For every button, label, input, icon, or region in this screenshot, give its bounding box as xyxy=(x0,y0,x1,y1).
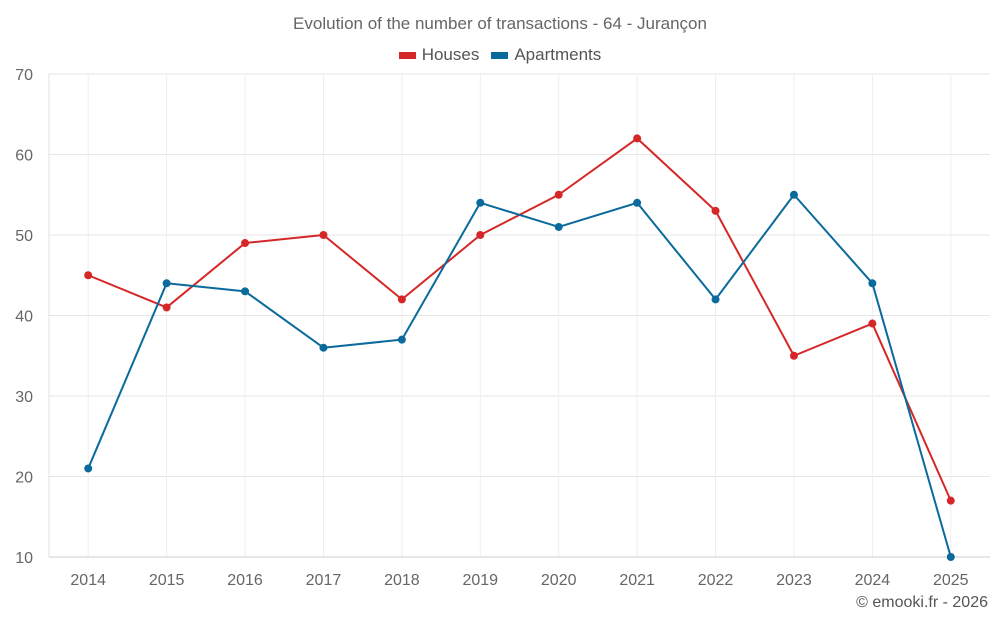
y-tick-label: 20 xyxy=(15,470,33,487)
data-point-houses[interactable] xyxy=(397,295,406,304)
x-tick-label: 2015 xyxy=(149,572,185,589)
data-point-houses[interactable] xyxy=(633,134,642,143)
x-tick-label: 2019 xyxy=(462,572,498,589)
data-point-apartments[interactable] xyxy=(711,295,720,304)
x-tick-label: 2016 xyxy=(227,572,263,589)
data-point-apartments[interactable] xyxy=(789,190,798,199)
x-tick-label: 2017 xyxy=(306,572,342,589)
chart-title: Evolution of the number of transactions … xyxy=(293,14,707,33)
data-point-houses[interactable] xyxy=(711,206,720,215)
legend-label-apartments: Apartments xyxy=(514,45,602,64)
x-tick-label: 2023 xyxy=(776,572,812,589)
legend: Houses Apartments xyxy=(0,45,1000,65)
y-tick-label: 40 xyxy=(15,309,33,326)
x-tick-label: 2021 xyxy=(619,572,655,589)
data-point-houses[interactable] xyxy=(868,319,877,328)
data-point-apartments[interactable] xyxy=(84,464,93,473)
data-point-houses[interactable] xyxy=(162,303,171,312)
y-tick-label: 70 xyxy=(15,67,33,84)
y-tick-label: 10 xyxy=(15,550,33,567)
data-point-houses[interactable] xyxy=(319,231,328,239)
data-point-houses[interactable] xyxy=(946,496,955,505)
data-point-apartments[interactable] xyxy=(633,198,642,207)
y-tick-label: 60 xyxy=(15,148,33,165)
data-point-houses[interactable] xyxy=(84,271,93,280)
x-tick-label: 2018 xyxy=(384,572,420,589)
legend-item-houses[interactable]: Houses xyxy=(398,45,480,65)
legend-swatch-apartments xyxy=(491,51,509,59)
x-tick-label: 2020 xyxy=(541,572,577,589)
x-tick-label: 2024 xyxy=(855,572,891,589)
data-point-apartments[interactable] xyxy=(319,343,328,352)
y-tick-label: 50 xyxy=(15,228,33,245)
x-tick-label: 2014 xyxy=(70,572,106,589)
data-point-apartments[interactable] xyxy=(868,279,877,288)
legend-label-houses: Houses xyxy=(421,45,480,64)
series-line-apartments xyxy=(87,193,952,558)
credit-text: © emooki.fr - 2026 xyxy=(856,594,988,611)
data-point-apartments[interactable] xyxy=(162,279,171,288)
data-point-apartments[interactable] xyxy=(397,335,406,344)
data-point-apartments[interactable] xyxy=(946,553,955,561)
y-tick-label: 30 xyxy=(15,389,33,406)
data-point-houses[interactable] xyxy=(554,190,563,199)
x-tick-label: 2025 xyxy=(933,572,969,589)
data-point-houses[interactable] xyxy=(241,239,250,248)
x-tick-label: 2022 xyxy=(698,572,734,589)
data-point-apartments[interactable] xyxy=(476,198,485,207)
legend-swatch-houses xyxy=(398,51,416,59)
data-point-houses[interactable] xyxy=(476,231,485,239)
data-point-houses[interactable] xyxy=(789,351,798,360)
legend-item-apartments[interactable]: Apartments xyxy=(491,45,601,65)
data-point-apartments[interactable] xyxy=(241,287,250,296)
series-line-houses xyxy=(87,137,952,502)
data-point-apartments[interactable] xyxy=(554,222,563,231)
